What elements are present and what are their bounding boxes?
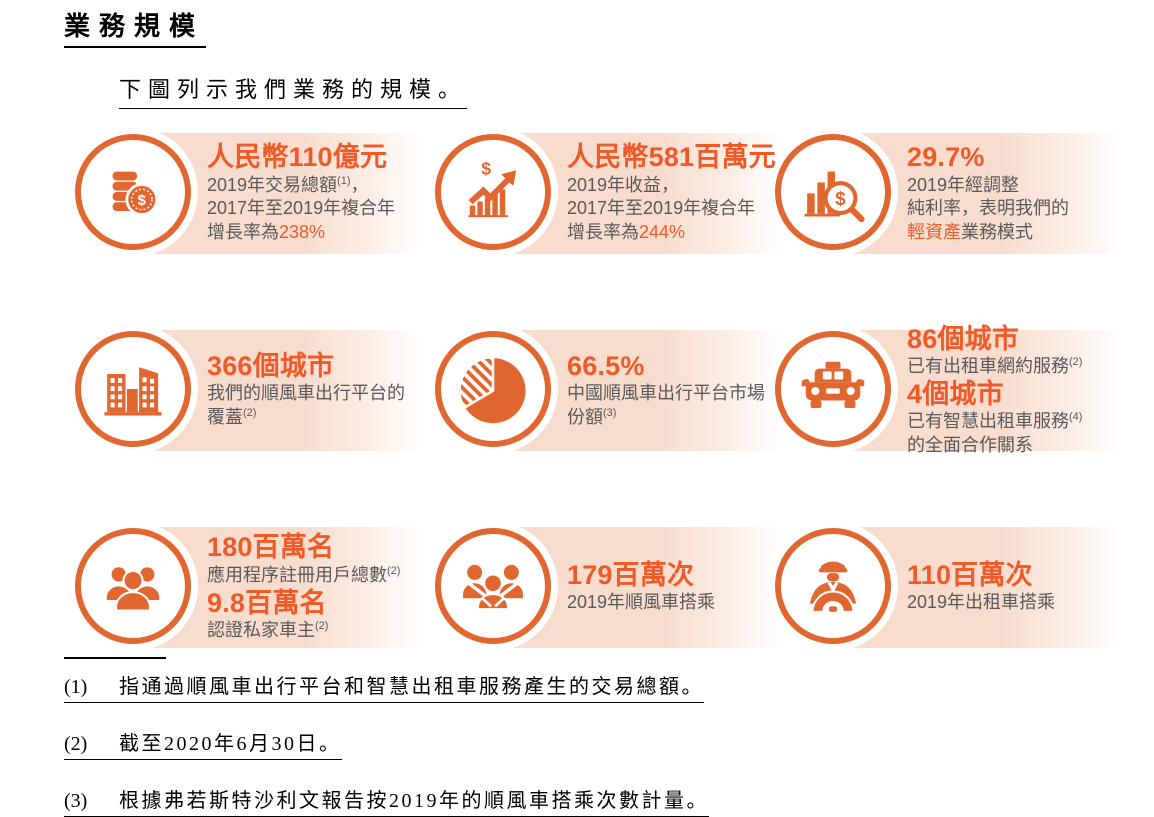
- card-stat-value: 29.7%: [907, 142, 985, 173]
- card-description-line: 增長率為244%: [567, 222, 686, 243]
- card-stat-value: 4個城市: [907, 378, 1004, 409]
- icon-badge: [435, 134, 551, 250]
- card-description-line: 2019年交易總額(1)，: [207, 174, 369, 195]
- card-text: 110百萬次 2019年出租車搭乘: [907, 522, 1122, 653]
- card-description-line: 應用程序註冊用戶總數(2): [207, 564, 401, 585]
- card-stat-value: 86個城市: [907, 323, 1020, 354]
- profit-margin-icon: [799, 158, 867, 226]
- icon-badge: [775, 331, 891, 447]
- card-description-line: 2019年經調整: [907, 174, 1020, 195]
- footnote-divider: [64, 657, 166, 659]
- stat-card: 366個城市 我們的順風車出行平台的 覆蓋(2): [73, 328, 423, 455]
- stat-card: 179百萬次 2019年順風車搭乘: [433, 525, 783, 652]
- card-stat-value: 66.5%: [567, 351, 645, 382]
- footnote-marker: (2): [1069, 355, 1083, 368]
- card-description-line: 認證私家車主(2): [207, 619, 329, 640]
- card-description-line: 中國順風車出行平台市場: [567, 383, 765, 404]
- card-stat-value: 110百萬次: [907, 559, 1033, 590]
- footnote-marker: (2): [387, 564, 401, 577]
- footnote-marker: (2): [315, 619, 329, 632]
- card-stat-value: 人民幣110億元: [207, 142, 388, 173]
- card-description-line: 2019年出租車搭乘: [907, 592, 1056, 613]
- card-description-line: 已有智慧出租車服務(4): [907, 410, 1083, 431]
- card-text: 366個城市 我們的順風車出行平台的 覆蓋(2): [207, 325, 422, 456]
- icon-badge: [435, 528, 551, 644]
- icon-badge: [75, 331, 191, 447]
- stat-card: 29.7% 2019年經調整純利率，表明我們的 輕資產業務模式: [773, 131, 1123, 258]
- taxi-icon: [799, 355, 867, 423]
- card-description-line: 的全面合作關系: [907, 434, 1033, 455]
- stat-card: 66.5% 中國順風車出行平台市場 份額(3): [433, 328, 783, 455]
- chauffeur-icon: [799, 552, 867, 620]
- card-stat-value: 366個城市: [207, 351, 335, 382]
- footnote-marker: (4): [1069, 410, 1083, 423]
- card-stat-value: 人民幣581百萬元: [567, 142, 776, 173]
- card-text: 人民幣581百萬元 2019年收益， 2017年至2019年複合年 增長率為244%: [567, 128, 782, 259]
- card-text: 86個城市 已有出租車網約服務(2) 4個城市 已有智慧出租車服務(4) 的全面合作關系: [907, 323, 1122, 456]
- stat-card: 180百萬名 應用程序註冊用戶總數(2) 9.8百萬名 認證私家車主(2): [73, 525, 423, 652]
- footnote-text: 截至2020年6月30日。: [119, 733, 342, 755]
- footnote-marker: (1): [337, 174, 351, 187]
- pie-chart-icon: [451, 347, 535, 431]
- footnote: (1) 指通過順風車出行平台和智慧出租車服務產生的交易總額。: [64, 670, 704, 703]
- card-text: 29.7% 2019年經調整純利率，表明我們的 輕資產業務模式: [907, 128, 1122, 259]
- icon-badge: [75, 134, 191, 250]
- card-text: 66.5% 中國順風車出行平台市場 份額(3): [567, 325, 782, 456]
- page-title: 業務規模: [64, 6, 207, 48]
- card-stat-value: 9.8百萬名: [207, 587, 327, 618]
- card-stat-value: 179百萬次: [567, 559, 695, 590]
- card-description-line: 2019年收益，: [567, 174, 680, 195]
- card-description-line: 2017年至2019年複合年: [207, 198, 396, 219]
- stat-card: 人民幣581百萬元 2019年收益， 2017年至2019年複合年 增長率為244%: [433, 131, 783, 258]
- card-description-line: 純利率，表明我們的: [907, 198, 1069, 219]
- revenue-growth-icon: [459, 158, 527, 226]
- card-description-line: 2019年順風車搭乘: [567, 592, 716, 613]
- icon-badge: [775, 528, 891, 644]
- subtitle: 下圖列示我們業務的規模。: [119, 72, 468, 109]
- infographic-grid: 人民幣110億元 2019年交易總額(1)， 2017年至2019年複合年 增長率為2…: [73, 131, 1154, 651]
- icon-badge: [75, 528, 191, 644]
- footnote-marker: (2): [243, 407, 257, 420]
- icon-badge: [435, 331, 551, 447]
- card-description-line: 2017年至2019年複合年: [567, 198, 756, 219]
- coins-icon: [99, 158, 167, 226]
- card-description-line: 份額(3): [567, 407, 617, 428]
- card-text: 179百萬次 2019年順風車搭乘: [567, 522, 782, 653]
- card-description-line: 我們的順風車出行平台的: [207, 383, 405, 404]
- footnote-number: (3): [64, 790, 88, 812]
- card-description-line: 已有出租車網約服務(2): [907, 355, 1083, 376]
- footnote-text: 根據弗若斯特沙利文報告按2019年的順風車搭乘次數計量。: [119, 790, 709, 812]
- city-buildings-icon: [99, 355, 167, 423]
- icon-badge: [775, 134, 891, 250]
- carpool-riders-icon: [459, 552, 527, 620]
- card-description-line: 覆蓋(2): [207, 407, 257, 428]
- card-text: 人民幣110億元 2019年交易總額(1)， 2017年至2019年複合年 增長率為2…: [207, 128, 422, 259]
- stat-card: 人民幣110億元 2019年交易總額(1)， 2017年至2019年複合年 增長率為2…: [73, 131, 423, 258]
- stat-card: 110百萬次 2019年出租車搭乘: [773, 525, 1123, 652]
- footnote-marker: (3): [603, 407, 617, 420]
- card-description-line: 增長率為238%: [207, 222, 326, 243]
- footnote-number: (2): [64, 733, 88, 755]
- card-text: 180百萬名 應用程序註冊用戶總數(2) 9.8百萬名 認證私家車主(2): [207, 522, 422, 653]
- footnote: (2) 截至2020年6月30日。: [64, 727, 342, 760]
- footnote: (3) 根據弗若斯特沙利文報告按2019年的順風車搭乘次數計量。: [64, 784, 709, 817]
- users-group-icon: [99, 552, 167, 620]
- footnote-text: 指通過順風車出行平台和智慧出租車服務產生的交易總額。: [119, 676, 704, 698]
- stat-card: 86個城市 已有出租車網約服務(2) 4個城市 已有智慧出租車服務(4) 的全面合作關系: [773, 323, 1123, 456]
- card-stat-value: 180百萬名: [207, 532, 335, 563]
- card-description-line: 輕資產業務模式: [907, 222, 1033, 243]
- footnote-number: (1): [64, 676, 88, 698]
